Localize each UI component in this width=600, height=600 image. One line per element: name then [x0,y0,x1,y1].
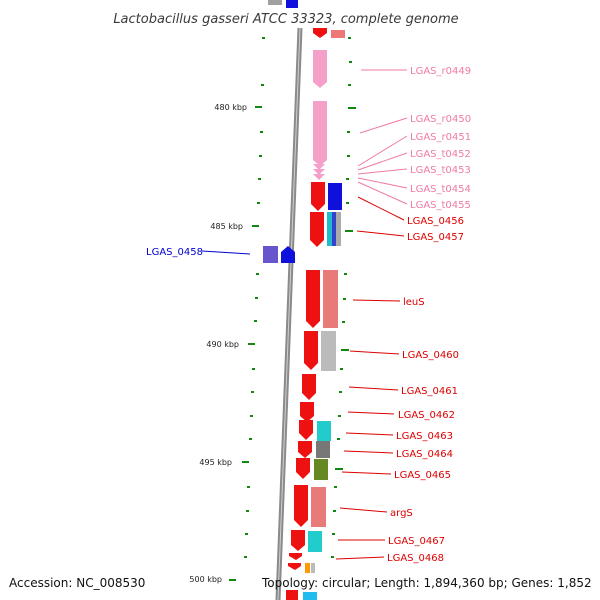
scale-tick [248,343,255,345]
gene-arrow [299,420,313,440]
gene-arrow [311,182,325,211]
scale-label: 495 kbp [199,458,232,467]
gene-block [317,421,331,441]
gene-label[interactable]: LGAS_0468 [387,553,444,564]
gene-arrow [300,402,314,422]
forward-genes [286,28,345,600]
gene-arrow [298,441,312,458]
gene-label[interactable]: LGAS_0457 [407,232,464,243]
gene-label[interactable]: LGAS_t0453 [410,165,471,176]
gene-label[interactable]: LGAS_0464 [396,449,453,460]
gene-block [308,531,322,552]
gene-label[interactable]: LGAS_t0452 [410,149,471,160]
trna-arrow [313,169,325,175]
gene-block [311,487,326,527]
scale-ticks: 480 kbp 485 kbp 490 kbp 495 kbp 500 kbp [189,103,262,584]
gene-block [332,212,336,246]
gene-arrow [310,212,324,247]
scale-tick [252,225,259,227]
gene-block [311,563,315,573]
gene-label[interactable]: leuS [403,297,425,308]
scale-label: 485 kbp [210,222,243,231]
accession-text: Accession: NC_008530 [9,576,145,590]
gene-label[interactable]: LGAS_t0454 [410,184,471,195]
gene-arrow [286,590,298,600]
gene-label[interactable]: LGAS_0465 [394,470,451,481]
map-title: Lactobacillus gasseri ATCC 33323, comple… [113,12,458,27]
scale-label: 500 kbp [189,575,222,584]
gene-arrow [296,458,310,479]
gene-label[interactable]: LGAS_t0455 [410,200,471,211]
reverse-genes [263,246,295,263]
gene-label[interactable]: LGAS_0463 [396,431,453,442]
gene-arrow [289,553,302,560]
gene-block [327,212,332,246]
gene-block [268,0,282,5]
gene-block [321,331,336,371]
gene-block [314,459,328,480]
gene-label[interactable]: LGAS_0467 [388,536,445,547]
gene-label[interactable]: LGAS_0456 [407,216,464,227]
gene-labels: LGAS_r0449 LGAS_r0450 LGAS_r0451 LGAS_t0… [146,66,471,564]
scale-tick [255,106,262,108]
gene-arrow [313,28,327,38]
trna-arrow [313,174,325,180]
label-connectors [201,69,408,560]
gene-label[interactable]: LGAS_0462 [398,410,455,421]
gene-block [328,183,342,210]
gene-block [263,246,278,263]
gene-arrow [304,331,318,370]
gene-block [323,270,338,328]
gene-label[interactable]: LGAS_r0451 [410,132,471,143]
gene-arrow [281,246,295,263]
gene-block [286,0,298,8]
gene-block [316,441,330,458]
gene-arrow [302,374,316,400]
rrna-arrow [313,101,327,166]
gene-block [303,592,317,600]
scale-tick [242,461,249,463]
topology-text: Topology: circular; Length: 1,894,360 bp… [261,576,592,590]
trna-arrow [313,164,325,170]
gene-label[interactable]: LGAS_0458 [146,247,203,258]
scale-tick [229,579,236,581]
gene-arrow [306,270,320,328]
genome-backbone [275,27,303,600]
rrna-arrow [313,50,327,88]
left-minor-ticks [244,37,265,558]
gene-arrow [291,530,305,551]
gene-block [305,563,310,573]
scale-label: 480 kbp [214,103,247,112]
gene-block [331,30,345,38]
gene-block [336,212,341,246]
gene-label[interactable]: LGAS_0460 [402,350,459,361]
right-minor-ticks [331,37,356,558]
gene-arrow [294,485,308,527]
gene-label[interactable]: argS [390,508,413,519]
gene-label[interactable]: LGAS_0461 [401,386,458,397]
scale-label: 490 kbp [206,340,239,349]
gene-label[interactable]: LGAS_r0450 [410,114,471,125]
top-clipped-features [268,0,298,8]
gene-label[interactable]: LGAS_r0449 [410,66,471,77]
gene-arrow [288,563,301,570]
